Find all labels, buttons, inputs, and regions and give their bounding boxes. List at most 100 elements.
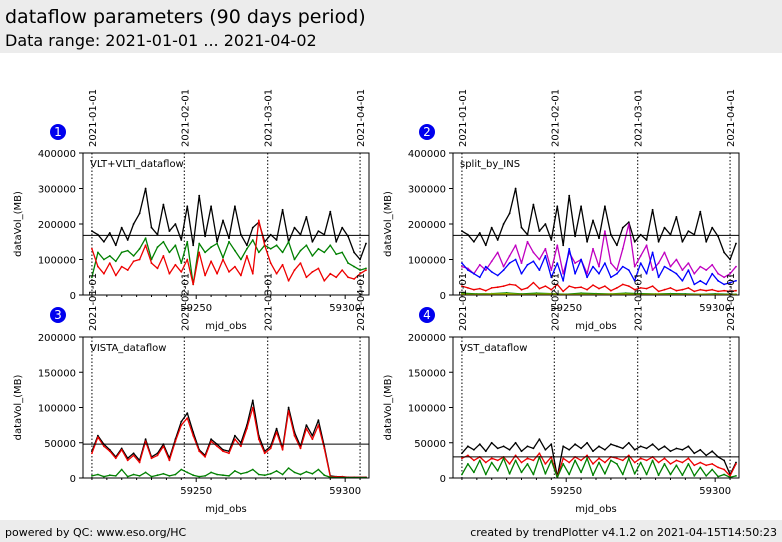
data-point (651, 443, 654, 446)
data-point (108, 232, 111, 234)
data-point (556, 205, 559, 208)
data-point (657, 448, 660, 451)
data-point (287, 410, 290, 412)
data-point (114, 457, 117, 460)
data-point (192, 244, 195, 247)
data-point (234, 249, 236, 252)
data-point (705, 283, 708, 286)
data-point (198, 475, 201, 478)
data-point (616, 445, 618, 448)
data-point (568, 461, 571, 464)
data-point (705, 289, 708, 292)
data-point (359, 272, 361, 275)
data-point (544, 255, 547, 257)
data-point (228, 452, 230, 455)
data-point (126, 239, 129, 241)
data-point (520, 262, 523, 264)
data-point (341, 251, 344, 254)
data-point (91, 452, 93, 455)
data-point (490, 287, 493, 289)
data-point (174, 473, 177, 476)
data-point (550, 288, 553, 291)
data-point (657, 290, 660, 293)
data-point (633, 448, 636, 451)
data-point (735, 289, 737, 292)
y-axis-label: dataVol_(MB) (383, 191, 394, 257)
data-point (592, 247, 594, 250)
data-point (687, 457, 690, 460)
data-point (126, 249, 129, 252)
data-point (717, 290, 719, 293)
x-tick-label: 59250 (550, 303, 582, 314)
data-point (586, 454, 588, 457)
data-point (562, 244, 565, 247)
data-point (580, 447, 582, 450)
data-point (621, 283, 624, 286)
data-point (210, 205, 213, 208)
data-point (687, 445, 690, 448)
data-point (627, 457, 630, 460)
data-point (269, 472, 272, 475)
data-point (675, 447, 678, 450)
data-point (162, 203, 165, 206)
data-point (467, 463, 469, 465)
data-point (711, 450, 714, 453)
data-point (639, 461, 642, 464)
data-point (341, 226, 344, 229)
data-point (508, 448, 511, 451)
data-point (538, 269, 541, 271)
data-point (293, 269, 296, 271)
data-point (568, 448, 571, 451)
data-point (550, 239, 553, 241)
data-point (562, 445, 565, 448)
data-point (329, 210, 332, 213)
data-point (657, 461, 660, 464)
data-point (198, 242, 201, 245)
header-bar: dataflow parameters (90 days period) Dat… (0, 0, 782, 53)
data-point (616, 244, 618, 247)
data-point (651, 459, 654, 462)
data-point (651, 285, 654, 287)
data-point (604, 472, 606, 475)
data-point (735, 461, 737, 464)
data-point (687, 269, 690, 271)
data-point (693, 272, 696, 275)
data-point (198, 251, 201, 254)
data-point (526, 445, 529, 448)
date-marker-label: 2021-04-01 (356, 273, 367, 331)
data-point (562, 279, 565, 282)
data-point (586, 457, 588, 460)
data-point (222, 450, 224, 453)
y-tick-label: 0 (70, 291, 76, 302)
data-point (586, 441, 588, 444)
data-point (592, 463, 594, 465)
data-point (663, 463, 666, 465)
data-point (204, 456, 207, 458)
data-point (473, 471, 475, 474)
data-point (323, 447, 326, 450)
data-point (263, 244, 266, 247)
data-point (621, 473, 624, 476)
data-point (150, 475, 153, 478)
data-point (305, 244, 308, 247)
data-point (478, 276, 481, 279)
data-point (681, 288, 684, 291)
data-point (461, 452, 463, 455)
data-point (91, 475, 93, 477)
data-point (604, 285, 606, 287)
data-point (257, 473, 260, 476)
data-point (520, 461, 523, 464)
data-point (532, 260, 535, 263)
data-point (120, 447, 123, 450)
data-point (598, 461, 600, 464)
data-point (269, 262, 272, 264)
data-point (359, 269, 361, 271)
data-point (97, 265, 99, 268)
data-point (97, 473, 99, 476)
data-point (138, 461, 141, 464)
data-point (108, 262, 111, 264)
data-point (616, 269, 618, 271)
date-marker-label: 2021-01-01 (458, 273, 469, 331)
data-point (705, 454, 708, 457)
data-point (281, 448, 284, 451)
